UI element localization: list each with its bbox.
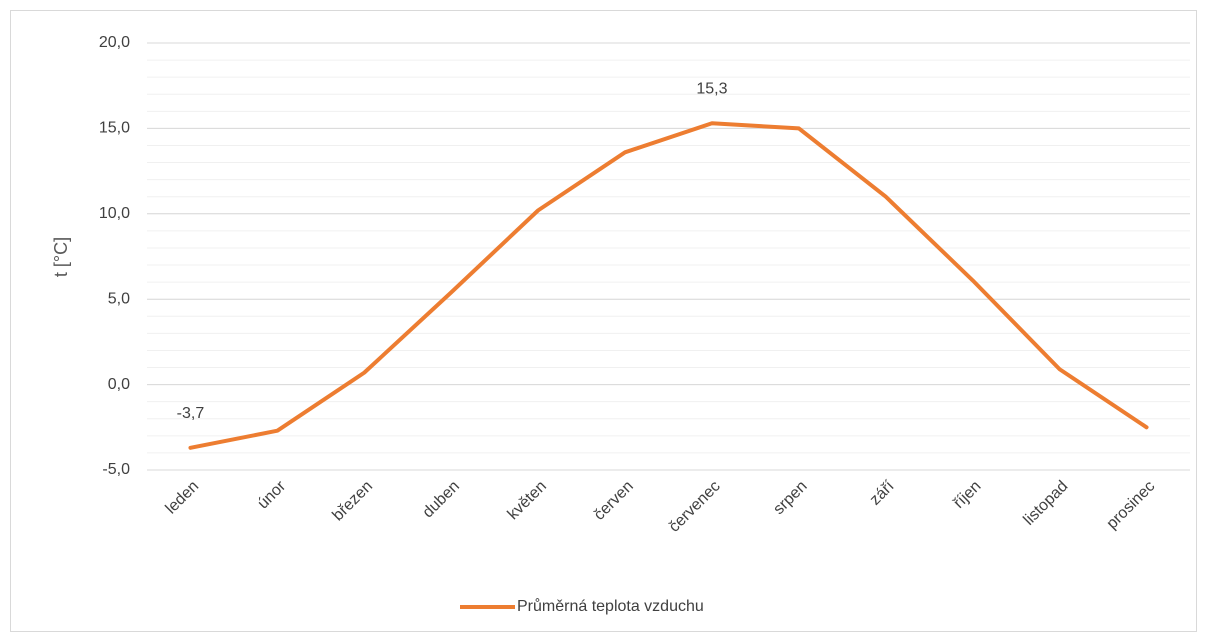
y-tick-label: 10,0 xyxy=(99,205,130,222)
legend-label: Průměrná teplota vzduchu xyxy=(517,597,704,615)
data-label: 15,3 xyxy=(696,80,727,97)
y-tick-label: 20,0 xyxy=(99,34,130,51)
y-tick-label: 5,0 xyxy=(108,290,130,307)
y-tick-label: 0,0 xyxy=(108,376,130,393)
chart-frame xyxy=(10,10,1197,632)
y-axis-title: t [°C] xyxy=(51,237,71,277)
y-tick-label: -5,0 xyxy=(102,461,130,478)
data-label: -3,7 xyxy=(177,405,205,422)
series-line xyxy=(188,121,1149,450)
y-tick-label: 15,0 xyxy=(99,120,130,137)
